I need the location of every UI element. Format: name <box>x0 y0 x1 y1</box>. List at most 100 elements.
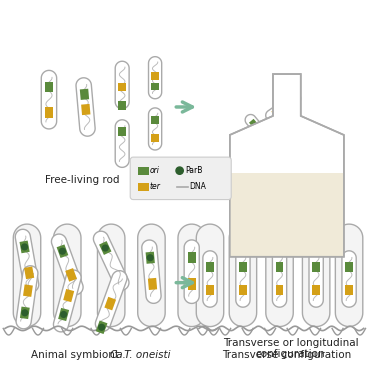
Polygon shape <box>262 168 283 214</box>
Polygon shape <box>41 70 57 129</box>
Polygon shape <box>54 224 81 327</box>
Polygon shape <box>138 224 165 327</box>
Polygon shape <box>236 251 250 307</box>
Polygon shape <box>245 114 278 151</box>
Polygon shape <box>228 176 238 187</box>
Polygon shape <box>24 267 34 279</box>
Text: ori: ori <box>150 166 160 175</box>
Polygon shape <box>13 224 41 327</box>
Polygon shape <box>300 156 307 165</box>
Polygon shape <box>98 224 125 327</box>
Circle shape <box>60 248 65 254</box>
Polygon shape <box>242 157 252 168</box>
Polygon shape <box>152 134 159 142</box>
Polygon shape <box>152 83 159 90</box>
Polygon shape <box>184 240 199 303</box>
Circle shape <box>22 310 28 316</box>
Polygon shape <box>312 285 320 295</box>
Polygon shape <box>262 135 272 145</box>
Bar <box>138 183 148 191</box>
Polygon shape <box>54 270 81 332</box>
Text: Animal symbiont: Animal symbiont <box>31 350 122 360</box>
Polygon shape <box>152 72 159 80</box>
Polygon shape <box>118 83 126 92</box>
Text: Free-living rod: Free-living rod <box>45 175 119 185</box>
Polygon shape <box>146 252 155 264</box>
Polygon shape <box>93 231 129 290</box>
Polygon shape <box>142 240 161 303</box>
Polygon shape <box>188 252 196 263</box>
Polygon shape <box>45 107 53 118</box>
Polygon shape <box>115 120 129 167</box>
Polygon shape <box>99 241 111 255</box>
Polygon shape <box>23 284 33 297</box>
Text: DNA: DNA <box>189 182 206 191</box>
Polygon shape <box>304 203 315 213</box>
Circle shape <box>176 167 183 174</box>
FancyBboxPatch shape <box>130 157 231 200</box>
Polygon shape <box>276 285 284 295</box>
Polygon shape <box>239 262 247 272</box>
Polygon shape <box>203 251 217 307</box>
Bar <box>138 166 148 175</box>
Polygon shape <box>148 57 162 99</box>
Polygon shape <box>65 268 77 282</box>
Text: Transverse or longitudinal
configuration: Transverse or longitudinal configuration <box>223 338 358 359</box>
Polygon shape <box>302 224 330 327</box>
Polygon shape <box>342 251 356 307</box>
Circle shape <box>147 255 153 261</box>
Polygon shape <box>266 224 293 327</box>
Text: Ca.: Ca. <box>110 350 126 360</box>
Polygon shape <box>239 285 247 295</box>
Polygon shape <box>76 78 95 136</box>
Polygon shape <box>287 96 297 105</box>
Polygon shape <box>303 135 311 144</box>
Polygon shape <box>20 307 30 319</box>
Polygon shape <box>63 289 74 302</box>
Polygon shape <box>118 127 126 136</box>
Circle shape <box>61 312 66 317</box>
Text: ter: ter <box>150 182 161 191</box>
Polygon shape <box>80 89 89 100</box>
Polygon shape <box>51 234 83 295</box>
Polygon shape <box>148 278 157 290</box>
Polygon shape <box>229 224 256 327</box>
Polygon shape <box>297 129 314 172</box>
Polygon shape <box>96 321 108 334</box>
Polygon shape <box>230 74 344 257</box>
Polygon shape <box>345 285 353 295</box>
Polygon shape <box>196 224 224 327</box>
Polygon shape <box>95 271 127 331</box>
Polygon shape <box>272 107 281 117</box>
Polygon shape <box>188 278 196 290</box>
Polygon shape <box>230 173 344 257</box>
Polygon shape <box>309 251 323 307</box>
Polygon shape <box>57 244 68 258</box>
Polygon shape <box>286 190 297 200</box>
Text: Transverse configuration: Transverse configuration <box>222 350 351 360</box>
Circle shape <box>22 244 27 250</box>
Polygon shape <box>266 93 301 121</box>
Polygon shape <box>223 152 255 194</box>
Polygon shape <box>271 196 279 206</box>
Polygon shape <box>335 224 363 327</box>
Polygon shape <box>45 82 53 92</box>
Polygon shape <box>345 262 353 272</box>
Text: T. oneisti: T. oneisti <box>121 350 171 360</box>
Polygon shape <box>16 266 38 329</box>
Polygon shape <box>206 285 214 295</box>
Polygon shape <box>178 224 206 327</box>
Polygon shape <box>104 297 116 310</box>
Polygon shape <box>15 229 39 292</box>
Polygon shape <box>272 251 286 307</box>
Polygon shape <box>118 101 126 109</box>
Polygon shape <box>58 308 69 321</box>
Polygon shape <box>20 240 30 253</box>
Polygon shape <box>148 108 162 150</box>
Polygon shape <box>115 61 129 109</box>
Text: ParB: ParB <box>185 166 202 175</box>
Polygon shape <box>312 262 320 272</box>
Circle shape <box>99 324 105 330</box>
Polygon shape <box>276 262 284 272</box>
Circle shape <box>102 245 108 251</box>
